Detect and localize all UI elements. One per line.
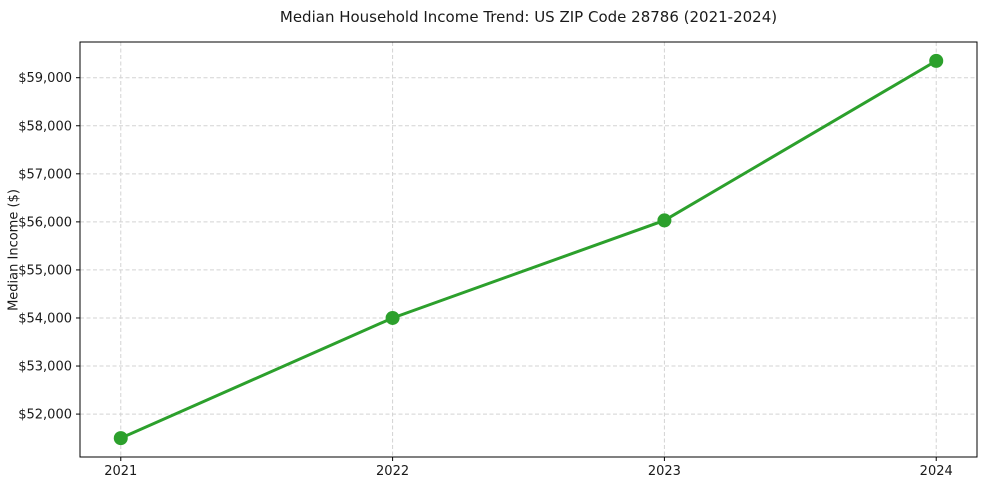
x-tick-label: 2024 bbox=[920, 464, 953, 479]
x-tick-label: 2022 bbox=[376, 464, 409, 479]
y-tick-label: $57,000 bbox=[18, 167, 72, 182]
data-point-2024 bbox=[929, 53, 944, 68]
y-tick-label: $52,000 bbox=[18, 408, 72, 423]
data-point-2021 bbox=[113, 431, 128, 446]
x-tick-label: 2023 bbox=[648, 464, 681, 479]
y-tick-label: $54,000 bbox=[18, 311, 72, 326]
x-tick-label: 2021 bbox=[104, 464, 137, 479]
chart-title: Median Household Income Trend: US ZIP Co… bbox=[279, 8, 778, 26]
y-tick-label: $58,000 bbox=[18, 119, 72, 134]
y-tick-label: $59,000 bbox=[18, 71, 72, 86]
y-tick-label: $56,000 bbox=[18, 215, 72, 230]
y-tick-label: $55,000 bbox=[18, 263, 72, 278]
axes-border bbox=[79, 41, 978, 458]
data-point-2022 bbox=[385, 310, 400, 325]
data-point-2023 bbox=[657, 213, 672, 228]
y-tick-label: $53,000 bbox=[18, 360, 72, 375]
y-axis-label: Median Income ($) bbox=[6, 189, 22, 311]
trend-line bbox=[119, 59, 938, 440]
